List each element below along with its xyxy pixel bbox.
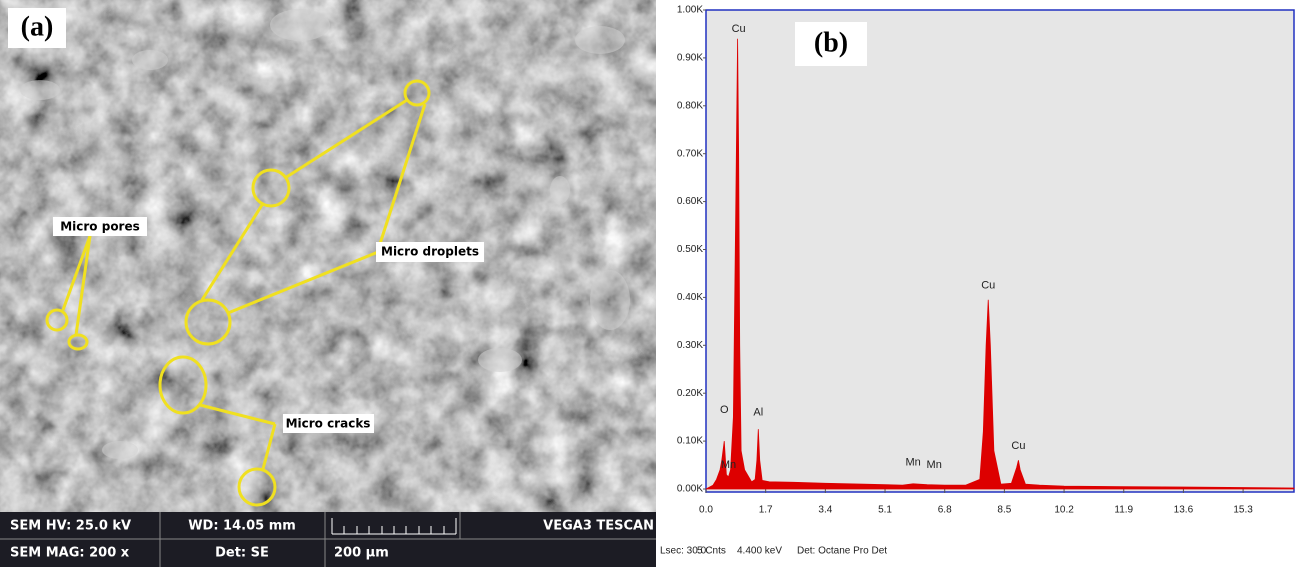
peak-label: Mn	[927, 459, 942, 471]
x-tick-label: 1.7	[759, 505, 773, 516]
sem-image	[0, 0, 656, 512]
y-tick-label: 0.60K	[677, 196, 703, 207]
y-tick-label: 0.40K	[677, 292, 703, 303]
peak-label: Cu	[1011, 440, 1025, 452]
y-tick-label: 0.10K	[677, 436, 703, 447]
info-text: SEM HV: 25.0 kV	[10, 519, 131, 534]
x-tick-label: 10.2	[1054, 505, 1074, 516]
info-text: SEM MAG: 200 x	[10, 546, 130, 561]
y-tick-label: 0.20K	[677, 388, 703, 399]
x-tick-label: 6.8	[938, 505, 952, 516]
x-tick-label: 3.4	[818, 505, 832, 516]
x-tick-label: 11.9	[1114, 505, 1133, 516]
info-text: VEGA3 TESCAN	[543, 519, 654, 534]
info-text: Det: SE	[215, 546, 269, 561]
info-text: 200 µm	[334, 546, 389, 561]
plot-area	[706, 10, 1294, 492]
y-tick-label: 0.30K	[677, 340, 703, 351]
panel-a: (a) Micro pores Micro droplets Micro cra…	[0, 0, 656, 567]
figure: (a) Micro pores Micro droplets Micro cra…	[0, 0, 1303, 567]
x-tick-label: 0.0	[699, 505, 713, 516]
x-tick-label: 13.6	[1174, 505, 1194, 516]
annotation: Micro droplets	[381, 245, 479, 259]
peak-label: Cu	[732, 23, 746, 35]
annotation: Micro cracks	[286, 417, 371, 431]
x-tick-label: 5.1	[878, 505, 892, 516]
peak-label: Cu	[981, 279, 995, 291]
info-text: WD: 14.05 mm	[188, 519, 296, 534]
peak-label: Mn	[721, 459, 736, 471]
panel-label: (a)	[21, 11, 54, 42]
footer-text: 5 Cnts	[697, 546, 726, 557]
y-tick-label: 0.50K	[677, 244, 703, 255]
panel-label: (b)	[814, 27, 848, 58]
x-tick-label: 15.3	[1233, 505, 1253, 516]
page: {"panel_a": {"label": "(a)", "annotation…	[0, 0, 1303, 567]
footer-text: 4.400 keV	[737, 546, 782, 557]
y-tick-label: 0.00K	[677, 484, 703, 495]
y-tick-label: 1.00K	[677, 5, 703, 16]
footer-text: Det: Octane Pro Det	[797, 546, 887, 557]
annotation: Micro pores	[60, 220, 140, 234]
y-tick-label: 0.90K	[677, 53, 703, 64]
peak-label: Al	[753, 406, 763, 418]
peak-label: Mn	[905, 457, 920, 469]
y-tick-label: 0.70K	[677, 148, 703, 159]
peak-label: O	[720, 404, 729, 416]
y-tick-label: 0.80K	[677, 100, 703, 111]
x-tick-label: 8.5	[997, 505, 1011, 516]
